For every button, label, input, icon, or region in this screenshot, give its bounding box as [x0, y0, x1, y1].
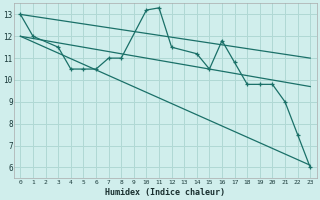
X-axis label: Humidex (Indice chaleur): Humidex (Indice chaleur) [105, 188, 225, 197]
